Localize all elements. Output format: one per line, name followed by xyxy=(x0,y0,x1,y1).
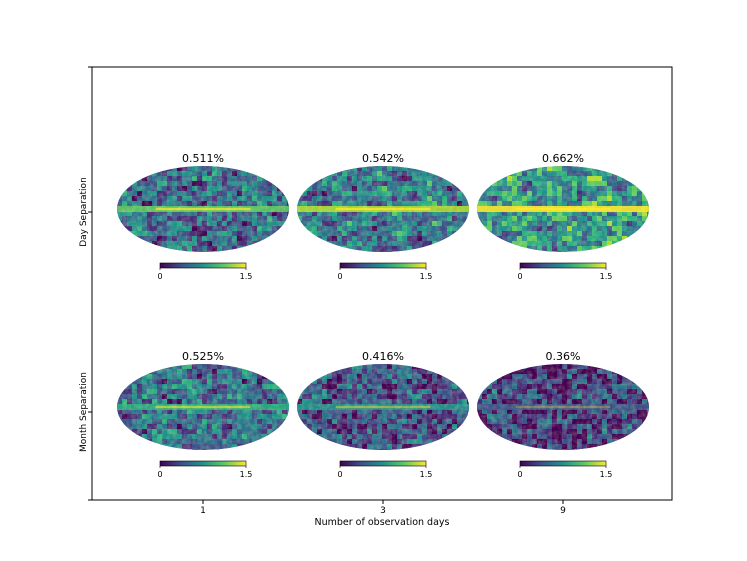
panel-title: 0.36% xyxy=(546,350,581,363)
map-panel: 0.416% 0 1.5 xyxy=(297,350,469,479)
map-panel: 0.36% 0 1.5 xyxy=(477,350,649,479)
map-panels: 0.511% 0 1.5 0.542% 0 1.5 0.662% 0 1.5 0.525% 0 1.5… xyxy=(117,152,649,479)
colorbar xyxy=(159,262,247,269)
outer-axes-ticks: 1 3 9 xyxy=(88,66,566,516)
mollweide-map xyxy=(297,364,469,450)
colorbar xyxy=(339,262,427,269)
x-tick-label: 9 xyxy=(560,506,566,516)
colorbar-tick-label: 0 xyxy=(157,470,162,479)
panel-title: 0.525% xyxy=(182,350,224,363)
map-panel: 0.542% 0 1.5 xyxy=(297,152,469,281)
panel-title: 0.511% xyxy=(182,152,224,165)
panel-title: 0.542% xyxy=(362,152,404,165)
outer-axes-frame xyxy=(91,66,673,501)
map-panel: 0.525% 0 1.5 xyxy=(117,350,289,479)
panel-title: 0.662% xyxy=(542,152,584,165)
colorbar-tick-label: 1.5 xyxy=(600,470,613,479)
colorbar-tick-label: 1.5 xyxy=(240,272,253,281)
colorbar-tick-label: 0 xyxy=(337,470,342,479)
x-tick-label: 3 xyxy=(380,506,386,516)
row-label: Day Separation xyxy=(79,177,89,247)
panel-title: 0.416% xyxy=(362,350,404,363)
colorbar-tick-label: 1.5 xyxy=(600,272,613,281)
x-tick-label: 1 xyxy=(200,506,206,516)
colorbar xyxy=(339,460,427,467)
colorbar-tick-label: 1.5 xyxy=(420,470,433,479)
colorbar xyxy=(519,460,607,467)
colorbar xyxy=(159,460,247,467)
map-panel: 0.511% 0 1.5 xyxy=(117,152,289,281)
mollweide-map xyxy=(477,364,649,450)
mollweide-map xyxy=(117,364,289,450)
colorbar-tick-label: 0 xyxy=(337,272,342,281)
colorbar-tick-label: 0 xyxy=(517,272,522,281)
mollweide-map xyxy=(477,166,649,252)
colorbar-tick-label: 1.5 xyxy=(420,272,433,281)
row-labels: Day Separation Month Separation xyxy=(79,177,89,452)
mollweide-map xyxy=(117,166,289,252)
colorbar xyxy=(519,262,607,269)
map-panel: 0.662% 0 1.5 xyxy=(477,152,649,281)
mollweide-map xyxy=(297,166,469,252)
colorbar-tick-label: 0 xyxy=(157,272,162,281)
colorbar-tick-label: 0 xyxy=(517,470,522,479)
row-label: Month Separation xyxy=(79,372,89,452)
colorbar-tick-label: 1.5 xyxy=(240,470,253,479)
x-axis-label: Number of observation days xyxy=(315,517,450,528)
